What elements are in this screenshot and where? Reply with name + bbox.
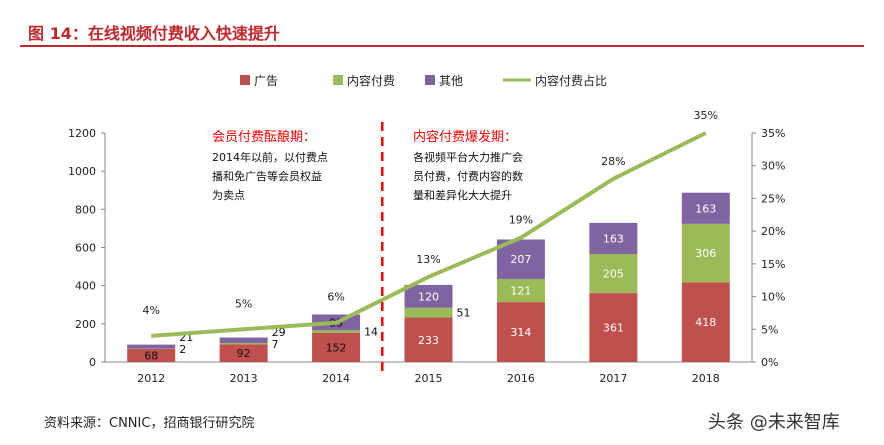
legend-label: 内容付费占比: [535, 73, 607, 88]
bar-广告: [681, 282, 730, 362]
share-line: [151, 131, 707, 338]
bar-广告: [127, 349, 176, 362]
bar-label: 207: [510, 253, 531, 266]
bar-label: 92: [237, 347, 251, 360]
legend-label: 广告: [254, 74, 278, 88]
bar-其他: [404, 284, 453, 308]
bar-label: 51: [457, 307, 471, 320]
title-rule: [20, 45, 864, 47]
bar-label: 121: [510, 285, 531, 298]
bar-label: 163: [603, 232, 624, 245]
bar-广告: [219, 344, 268, 362]
bar-label: 361: [603, 322, 624, 335]
source-note: 资料来源：CNNIC，招商银行研究院: [44, 416, 255, 431]
bar-label: 418: [695, 316, 716, 329]
bar-内容付费: [589, 253, 638, 294]
watermark: 头条 @未来智库: [708, 412, 840, 433]
x-tick-label: 2018: [692, 372, 720, 385]
bar-广告: [312, 332, 361, 362]
share-label: 19%: [509, 214, 533, 227]
legend-swatch: [333, 75, 343, 85]
bar-广告: [589, 293, 638, 362]
annotation-text: 量和差异化大大提升: [413, 188, 512, 202]
x-tick-label: 2017: [599, 372, 627, 385]
y2-tick-label: 20%: [761, 225, 785, 238]
x-tick-label: 2014: [322, 372, 350, 385]
legend-label: 内容付费: [347, 73, 395, 88]
bar-label: 2: [179, 343, 186, 356]
share-label: 6%: [327, 291, 344, 304]
y-tick-label: 200: [75, 318, 96, 331]
bar-label: 205: [603, 268, 624, 281]
annotation-text: 2014年以前，以付费点: [212, 150, 328, 164]
annotation-text: 员付费，付费内容的数: [413, 169, 523, 183]
annotation-heading: 内容付费爆发期：: [413, 129, 517, 145]
x-tick-label: 2012: [137, 372, 165, 385]
bar-广告: [404, 317, 453, 362]
x-tick-label: 2016: [507, 372, 535, 385]
x-tick-label: 2013: [230, 372, 258, 385]
bar-label: 120: [418, 290, 439, 303]
share-label: 28%: [601, 155, 625, 168]
y-tick-label: 800: [75, 203, 96, 216]
annotation-text: 为卖点: [212, 189, 245, 202]
bar-其他: [219, 337, 268, 344]
bar-内容付费: [219, 343, 268, 345]
bar-内容付费: [312, 330, 361, 333]
x-tick-label: 2015: [415, 372, 443, 385]
y-tick-label: 400: [75, 280, 96, 293]
bar-label: 233: [418, 334, 439, 347]
bar-label: 14: [364, 326, 378, 339]
bar-label: 163: [695, 202, 716, 215]
bar-其他: [681, 192, 730, 224]
legend-label: 其他: [439, 74, 463, 88]
legend-swatch: [240, 75, 250, 85]
bar-其他: [127, 344, 176, 349]
y2-tick-label: 15%: [761, 258, 785, 271]
y2-tick-label: 25%: [761, 192, 785, 205]
bar-广告: [496, 302, 545, 362]
bar-label: 314: [510, 326, 531, 339]
legend-swatch: [425, 75, 435, 85]
figure-title: 图 14：在线视频付费收入快速提升: [28, 24, 280, 43]
bar-内容付费: [681, 223, 730, 283]
y2-tick-label: 5%: [761, 323, 778, 336]
y-tick-label: 0: [89, 356, 96, 369]
annotation-heading: 会员付费酝酿期：: [212, 129, 316, 145]
y2-tick-label: 30%: [761, 160, 785, 173]
bar-label: 152: [326, 341, 347, 354]
annotation-text: 各视频平台大力推广会: [413, 150, 523, 164]
bar-内容付费: [404, 307, 453, 318]
share-label: 4%: [142, 304, 159, 317]
y-tick-label: 1200: [68, 127, 96, 140]
share-label: 5%: [235, 297, 252, 310]
bar-label: 7: [272, 338, 279, 351]
share-label: 35%: [694, 109, 718, 122]
bar-其他: [589, 222, 638, 254]
share-label: 13%: [416, 253, 440, 266]
y2-tick-label: 0%: [761, 356, 778, 369]
bar-label: 68: [144, 350, 158, 363]
bar-label: 306: [695, 247, 716, 260]
y-tick-label: 600: [75, 242, 96, 255]
y2-tick-label: 10%: [761, 291, 785, 304]
y-tick-label: 1000: [68, 165, 96, 178]
y2-tick-label: 35%: [761, 127, 785, 140]
bar-内容付费: [496, 278, 545, 303]
annotation-text: 播和免广告等会员权益: [212, 169, 322, 183]
